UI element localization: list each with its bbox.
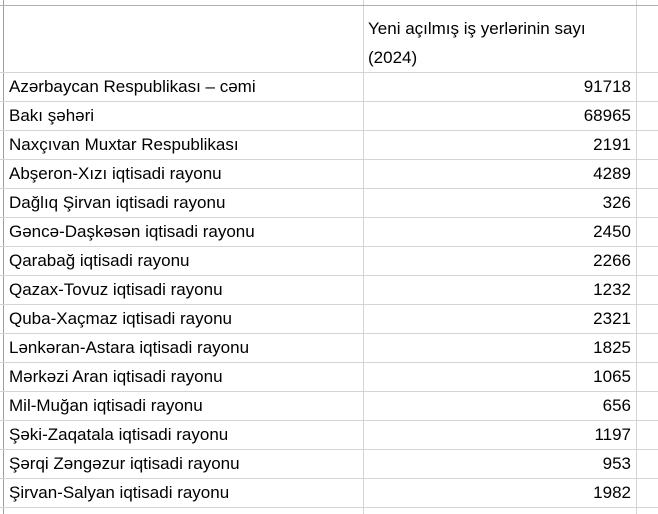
header-line-1: Yeni açılmış iş yerlərinin sayı <box>368 19 586 38</box>
column-divider <box>363 0 364 514</box>
value-cell[interactable]: 2266 <box>593 251 631 270</box>
region-name-cell[interactable]: Şərqi Zəngəzur iqtisadi rayonu <box>9 454 240 473</box>
value-cell[interactable]: 1232 <box>593 280 631 299</box>
region-name-cell[interactable]: Abşeron-Xızı iqtisadi rayonu <box>9 164 222 183</box>
row-divider <box>0 362 658 363</box>
row-divider <box>0 188 658 189</box>
value-cell[interactable]: 656 <box>602 396 631 415</box>
column-header-cell[interactable]: Yeni açılmış iş yerlərinin sayı (2024) <box>368 14 636 72</box>
row-divider <box>0 101 658 102</box>
region-name-cell[interactable]: Şirvan-Salyan iqtisadi rayonu <box>9 483 230 502</box>
row-divider <box>0 130 658 131</box>
region-name-cell[interactable]: Mil-Muğan iqtisadi rayonu <box>9 396 203 415</box>
value-cell[interactable]: 68965 <box>583 106 631 125</box>
row-divider <box>0 391 658 392</box>
value-cell[interactable]: 326 <box>602 193 631 212</box>
region-name-cell[interactable]: Qarabağ iqtisadi rayonu <box>9 251 190 270</box>
header-line-2: (2024) <box>368 48 418 67</box>
grid-line <box>3 0 4 514</box>
value-cell[interactable]: 91718 <box>583 77 631 96</box>
row-divider <box>0 507 658 508</box>
value-cell[interactable]: 2450 <box>593 222 631 241</box>
value-cell[interactable]: 1825 <box>593 338 631 357</box>
row-divider <box>0 333 658 334</box>
value-cell[interactable]: 2191 <box>593 135 631 154</box>
row-divider <box>0 275 658 276</box>
region-name-cell[interactable]: Quba-Xaçmaz iqtisadi rayonu <box>9 309 233 328</box>
column-divider <box>636 0 637 514</box>
region-name-cell[interactable]: Naxçıvan Muxtar Respublikası <box>9 135 239 154</box>
row-divider <box>0 159 658 160</box>
region-name-cell[interactable]: Lənkəran-Astara iqtisadi rayonu <box>9 338 250 357</box>
region-name-cell[interactable]: Azərbaycan Respublikası – cəmi <box>9 77 256 96</box>
row-divider <box>0 304 658 305</box>
value-cell[interactable]: 1197 <box>594 425 631 444</box>
region-name-cell[interactable]: Bakı şəhəri <box>9 106 95 125</box>
value-cell[interactable]: 1065 <box>593 367 631 386</box>
row-divider <box>0 246 658 247</box>
region-name-cell[interactable]: Qazax-Tovuz iqtisadi rayonu <box>9 280 223 299</box>
row-divider <box>0 478 658 479</box>
region-name-cell[interactable]: Dağlıq Şirvan iqtisadi rayonu <box>9 193 226 212</box>
region-name-cell[interactable]: Gəncə-Daşkəsən iqtisadi rayonu <box>9 222 255 241</box>
value-cell[interactable]: 2321 <box>593 309 631 328</box>
region-name-cell[interactable]: Mərkəzi Aran iqtisadi rayonu <box>9 367 223 386</box>
value-cell[interactable]: 1982 <box>593 483 631 502</box>
value-cell[interactable]: 953 <box>602 454 631 473</box>
value-cell[interactable]: 4289 <box>593 164 631 183</box>
region-name-cell[interactable]: Şəki-Zaqatala iqtisadi rayonu <box>9 425 229 444</box>
row-divider <box>0 420 658 421</box>
row-divider <box>0 217 658 218</box>
row-divider <box>0 449 658 450</box>
grid-line <box>0 5 658 6</box>
row-divider <box>0 72 658 73</box>
